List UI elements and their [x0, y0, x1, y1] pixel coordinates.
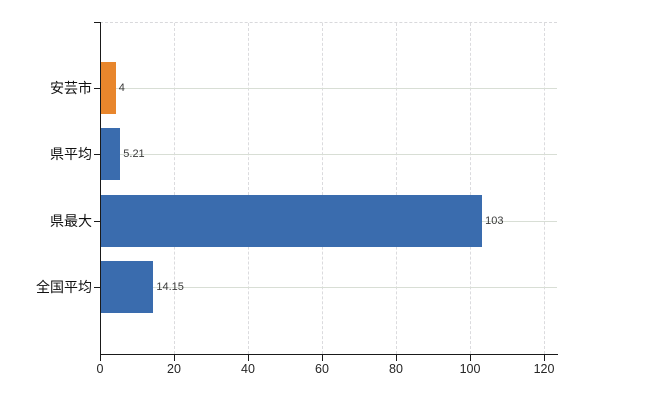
vertical-gridline — [396, 23, 397, 354]
x-axis-tick-label: 80 — [389, 362, 403, 376]
x-axis-tick-mark — [174, 355, 175, 361]
vertical-gridline — [248, 23, 249, 354]
x-axis-tick-label: 100 — [459, 362, 481, 376]
bar-value-label: 14.15 — [156, 280, 184, 293]
vertical-gridline — [470, 23, 471, 354]
y-axis-tick-mark — [94, 220, 100, 222]
x-axis-tick-label: 40 — [241, 362, 255, 376]
y-axis-line — [100, 22, 101, 355]
bar-value-label: 4 — [118, 82, 125, 94]
x-axis-tick-mark — [470, 355, 471, 361]
x-axis-tick-mark — [396, 355, 397, 361]
bar-value-label: 103 — [485, 214, 504, 227]
x-axis-line — [100, 354, 558, 355]
x-axis-tick-label: 0 — [96, 362, 104, 376]
bar-value-label: 5.21 — [123, 148, 145, 161]
bar-全国平均 — [101, 260, 154, 313]
horizontal-gridline — [101, 88, 557, 89]
x-axis-tick-mark — [100, 355, 101, 361]
y-axis-tick-mark — [94, 88, 100, 89]
category-label: 県平均 — [50, 146, 92, 163]
x-axis-tick-label: 60 — [315, 362, 329, 376]
bar-県平均 — [101, 128, 121, 181]
y-axis-tick-mark — [94, 154, 100, 156]
horizontal-gridline — [101, 154, 557, 156]
y-axis-top-tick — [94, 22, 101, 23]
x-axis-tick-mark — [248, 355, 249, 361]
category-label: 全国平均 — [36, 278, 92, 295]
x-axis-tick-label: 120 — [533, 362, 555, 376]
bar-安芸市 — [101, 62, 116, 114]
horizontal-gridline — [101, 286, 557, 288]
vertical-gridline — [322, 23, 323, 354]
x-axis-tick-label: 20 — [167, 362, 181, 376]
vertical-gridline — [544, 23, 545, 354]
plot-top-border — [100, 22, 557, 23]
category-label: 県最大 — [50, 212, 92, 229]
vertical-gridline — [174, 23, 175, 354]
x-axis-tick-mark — [322, 355, 323, 361]
y-axis-tick-mark — [94, 286, 100, 288]
category-label: 安芸市 — [50, 80, 92, 96]
x-axis-tick-mark — [544, 355, 545, 361]
bar-県最大 — [101, 194, 483, 247]
